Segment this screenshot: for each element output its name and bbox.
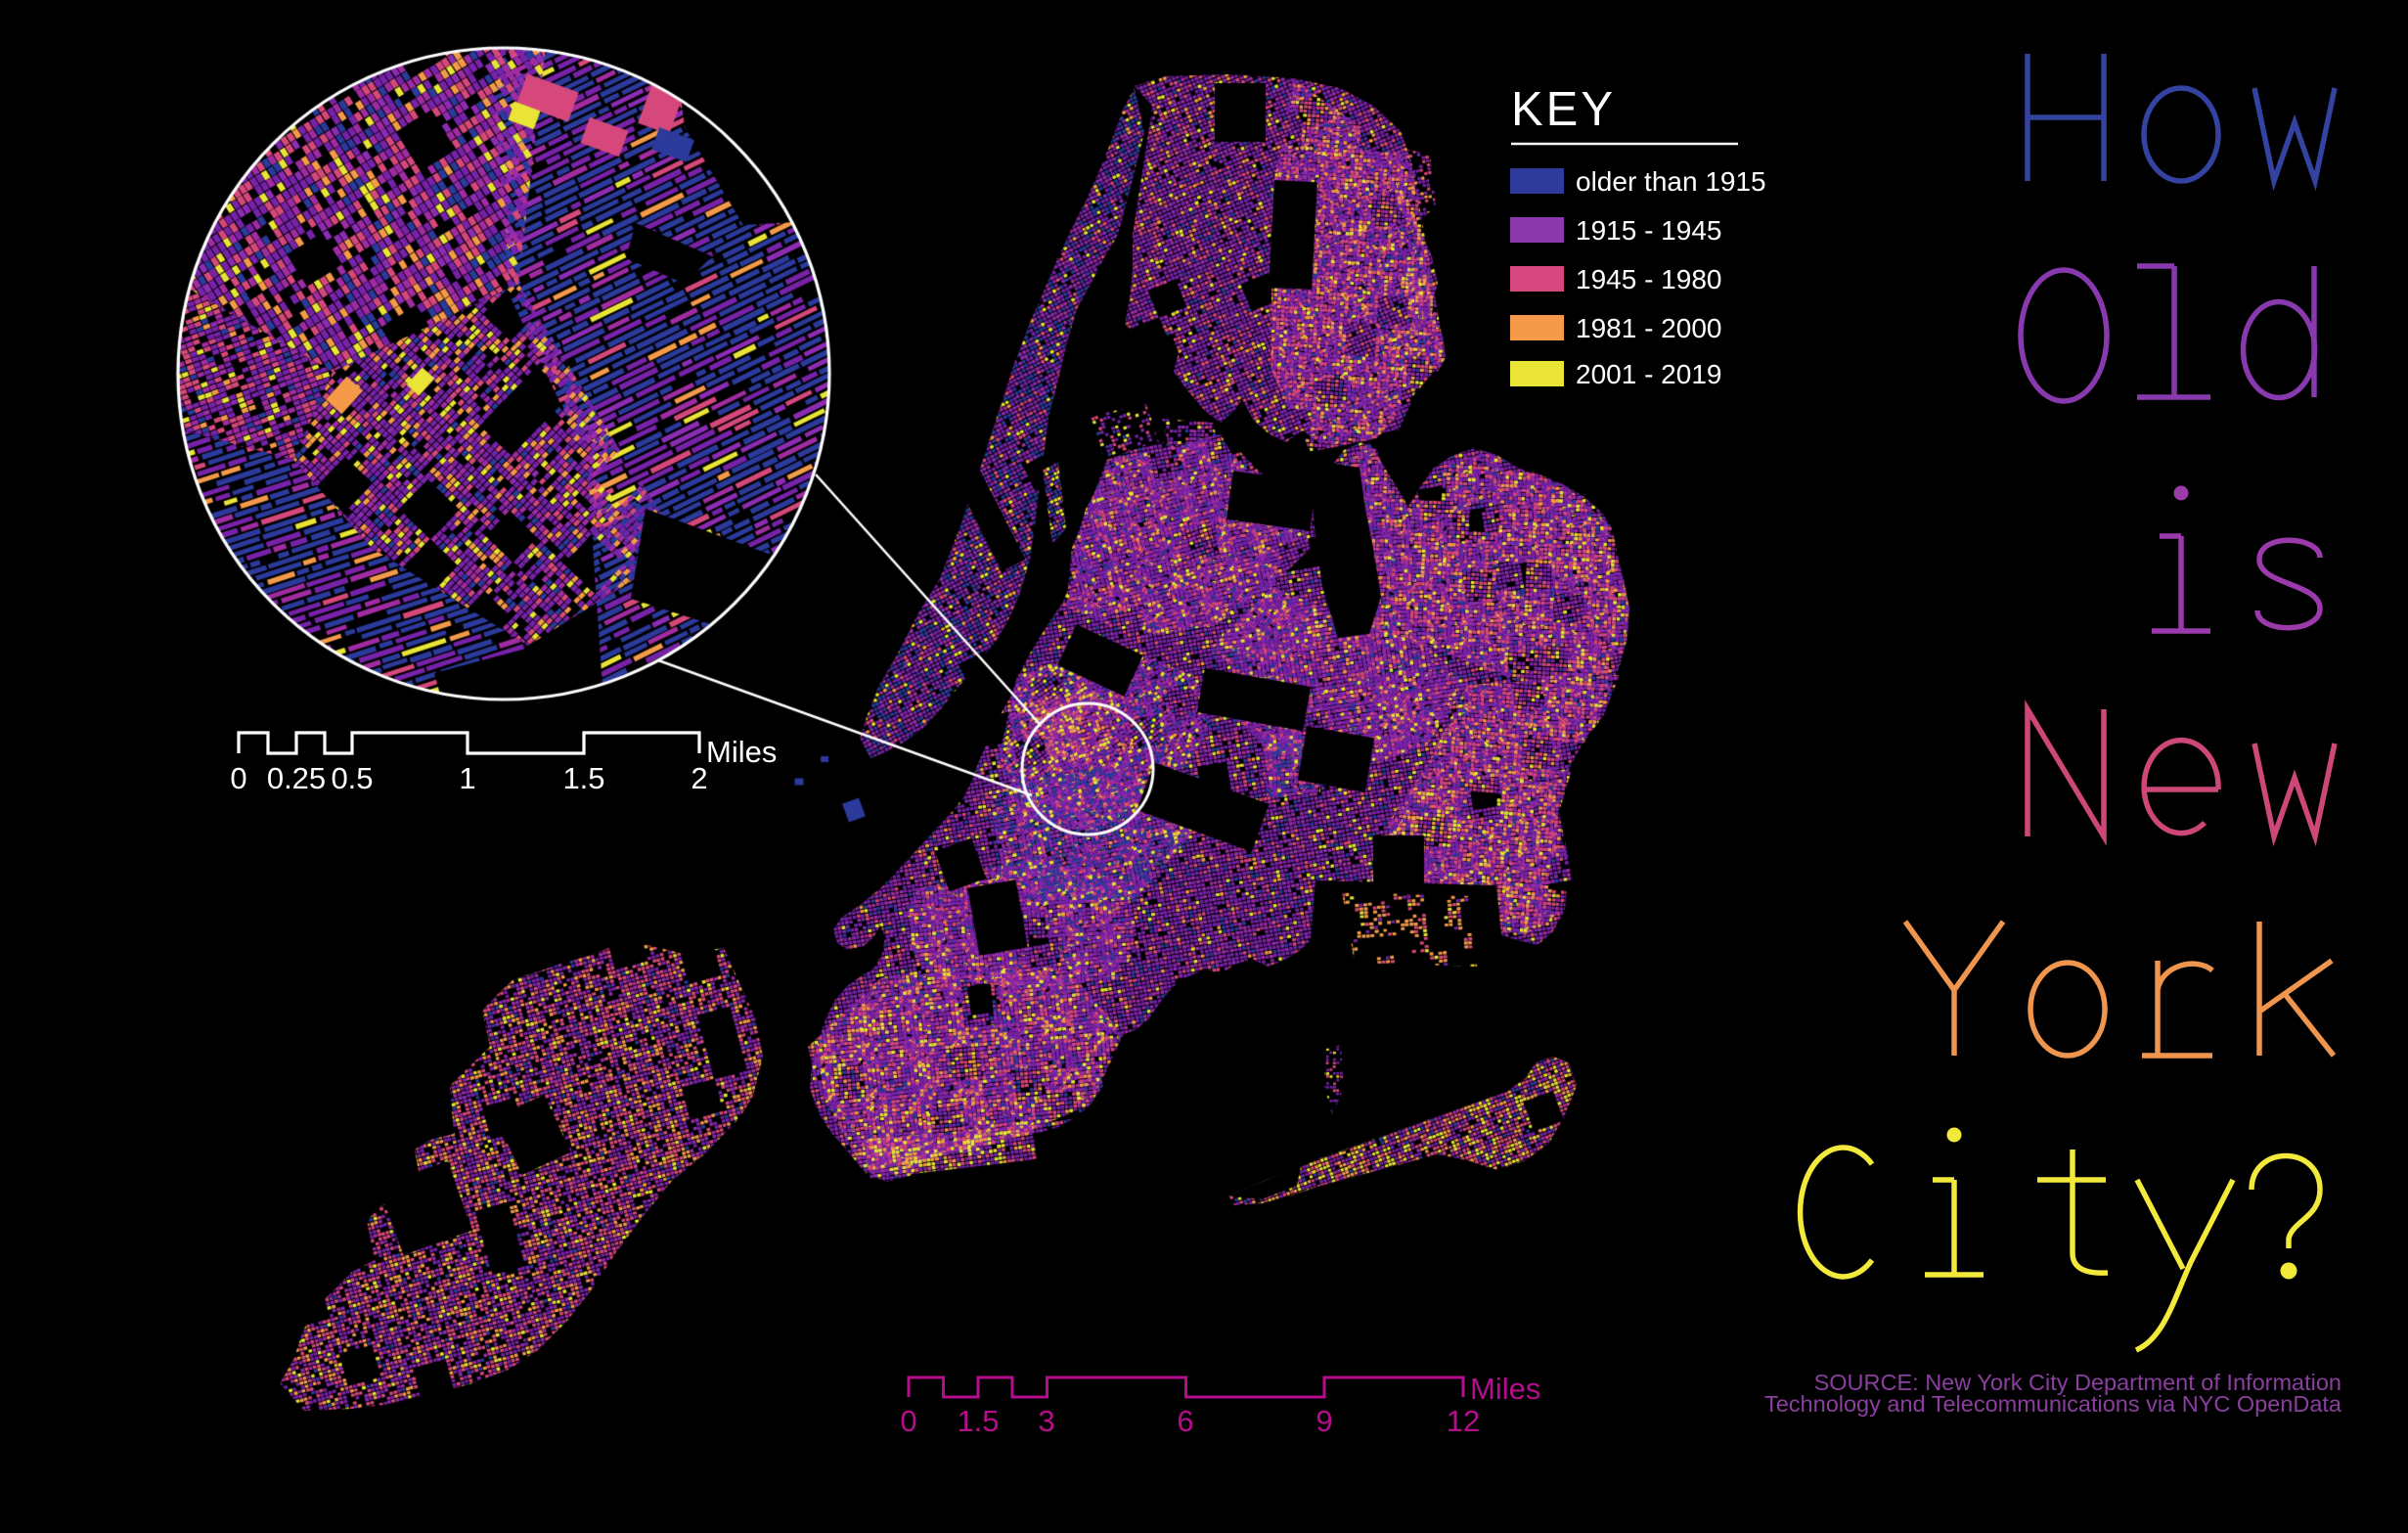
svg-text:2001 - 2019: 2001 - 2019 — [1576, 359, 1721, 389]
svg-text:older than 1915: older than 1915 — [1576, 166, 1766, 197]
svg-text:0: 0 — [230, 761, 246, 795]
svg-text:3: 3 — [1038, 1404, 1054, 1438]
svg-text:1.5: 1.5 — [957, 1404, 999, 1438]
svg-text:2: 2 — [691, 761, 707, 795]
svg-text:1: 1 — [459, 761, 475, 795]
svg-text:12: 12 — [1447, 1404, 1480, 1438]
svg-text:Technology and Telecommunicati: Technology and Telecommunications via NY… — [1764, 1391, 2342, 1417]
svg-text:Miles: Miles — [1470, 1372, 1540, 1406]
svg-text:1.5: 1.5 — [562, 761, 604, 795]
svg-text:0: 0 — [900, 1404, 916, 1438]
svg-text:SOURCE: New York City Departme: SOURCE: New York City Department of Info… — [1814, 1370, 2341, 1395]
svg-text:Miles: Miles — [706, 735, 777, 769]
svg-text:9: 9 — [1315, 1404, 1332, 1438]
svg-text:1981 - 2000: 1981 - 2000 — [1576, 313, 1721, 343]
svg-text:1945 - 1980: 1945 - 1980 — [1576, 264, 1721, 294]
svg-text:6: 6 — [1177, 1404, 1193, 1438]
svg-text:1915 - 1945: 1915 - 1945 — [1576, 215, 1721, 246]
svg-text:0.25: 0.25 — [267, 761, 326, 795]
svg-text:0.5: 0.5 — [331, 761, 373, 795]
svg-text:KEY: KEY — [1511, 83, 1616, 136]
